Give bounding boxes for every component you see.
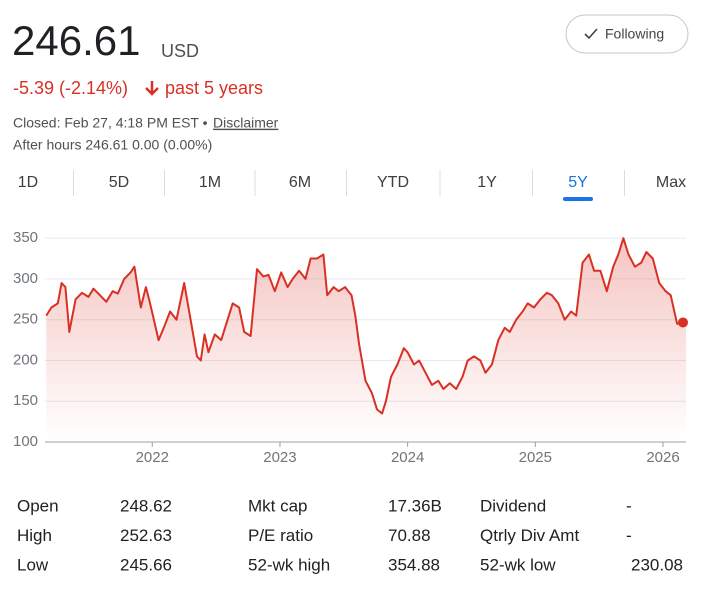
closed-info: Closed: Feb 27, 4:18 PM EST • — [13, 115, 208, 131]
chart: 100 150 200 250 300 350 2022 2023 2024 2025 2026 — [13, 229, 688, 466]
price-line — [45, 237, 687, 415]
price: 246.61 — [12, 17, 140, 64]
stat-value: 245.66 — [120, 555, 172, 574]
stat-label: Low — [17, 555, 49, 574]
stat-value: 70.88 — [388, 526, 431, 545]
tab[interactable]: YTD — [377, 174, 409, 191]
stat-value: 248.62 — [120, 496, 172, 515]
last-point — [678, 317, 688, 328]
stat-label: High — [17, 526, 52, 545]
stat-value: 230.08 — [631, 555, 683, 574]
range-tabs: 1D 5D 1M 6M YTD 1Y 5Y Max — [18, 170, 686, 201]
stat-value: - — [626, 526, 632, 545]
disclaimer-link[interactable]: Disclaimer — [213, 115, 279, 131]
stat-label: Qtrly Div Amt — [480, 526, 579, 545]
tab[interactable]: 6M — [289, 174, 311, 191]
stat-label: Open — [17, 496, 59, 515]
area-fill — [46, 238, 686, 442]
tab[interactable]: 5D — [109, 174, 129, 191]
tab[interactable]: 1D — [18, 174, 38, 191]
x-tick-label: 2025 — [519, 449, 552, 466]
stat-label: Dividend — [480, 496, 546, 515]
tab[interactable]: 1M — [199, 174, 221, 191]
x-tick-label: 2023 — [263, 449, 296, 466]
change: -5.39 (-2.14%) — [13, 78, 128, 98]
y-tick-label: 350 — [13, 229, 38, 246]
stat-value: - — [626, 496, 632, 515]
x-tick-label: 2024 — [391, 449, 424, 466]
currency: USD — [161, 41, 199, 61]
down-arrow — [145, 81, 159, 96]
check-icon — [584, 28, 598, 40]
tab[interactable]: 1Y — [477, 174, 497, 191]
y-tick-label: 100 — [13, 433, 38, 450]
stat-label: Mkt cap — [248, 496, 308, 515]
x-tick-label: 2026 — [646, 449, 679, 466]
following-button[interactable] — [565, 14, 689, 54]
tab-indicator — [563, 197, 593, 201]
y-tick-label: 300 — [13, 270, 38, 287]
stat-value: 252.63 — [120, 526, 172, 545]
stat-label: P/E ratio — [248, 526, 313, 545]
following-label[interactable]: Following — [605, 26, 664, 42]
stat-label: 52-wk low — [480, 555, 556, 574]
after-hours: After hours 246.61 0.00 (0.00%) — [13, 137, 212, 153]
y-tick-label: 250 — [13, 311, 38, 328]
y-tick-label: 150 — [13, 392, 38, 409]
y-tick-label: 200 — [13, 351, 38, 368]
tab[interactable]: 5Y — [568, 174, 588, 191]
stat-label: 52-wk high — [248, 555, 330, 574]
tab[interactable]: Max — [656, 174, 686, 191]
x-tick-label: 2022 — [136, 449, 169, 466]
stats-table: Open 248.62 High 252.63 Low 245.66 Mkt cap 17.3… — [17, 496, 683, 574]
period: past 5 years — [165, 78, 263, 98]
stat-value: 17.36B — [388, 496, 442, 515]
stat-value: 354.88 — [388, 555, 440, 574]
